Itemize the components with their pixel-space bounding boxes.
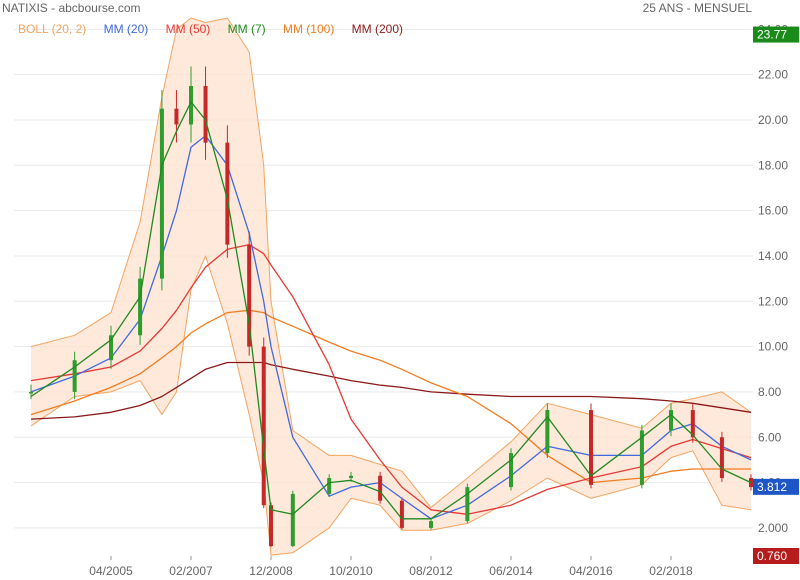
y-tick-label-4: 10.00: [758, 340, 788, 354]
bollinger-upper-line: [30, 17, 752, 508]
x-tick-label-3: 10/2010: [329, 564, 373, 578]
series-ma200: [30, 361, 752, 420]
legend-item-ma100: MM (100): [282, 22, 335, 36]
bollinger-lower-line: [30, 255, 752, 556]
price-bar-24: [690, 410, 695, 438]
price-bar-12: [290, 493, 295, 547]
price-bar-17: [429, 521, 433, 528]
price-bar-2: [109, 335, 113, 361]
legend-item-ma7: MM (7): [227, 22, 266, 36]
x-tick-label-6: 04/2016: [569, 564, 613, 578]
series-ma100: [30, 309, 751, 484]
x-tick-label-0: 04/2005: [89, 564, 133, 578]
price-flag-label-1: 3.812: [757, 480, 787, 494]
price-bar-4: [159, 108, 164, 279]
y-tick-label-7: 16.00: [758, 204, 788, 218]
y-tick-label-8: 18.00: [758, 158, 788, 172]
price-bar-9: [247, 244, 252, 347]
series-ma50: [30, 243, 752, 515]
chart-period: 25 ANS - MENSUEL: [642, 1, 752, 15]
y-tick-label-5: 12.00: [758, 294, 788, 308]
y-tick-label-10: 22.00: [758, 68, 788, 82]
price-bar-14: [349, 475, 353, 479]
y-tick-label-0: 2.000: [758, 521, 788, 535]
legend-item-ma50: MM (50): [165, 22, 211, 36]
price-bar-19: [509, 453, 513, 488]
price-bar-5: [174, 108, 179, 125]
price-bar-22: [639, 430, 644, 485]
price-bar-1: [72, 360, 77, 392]
y-tick-label-2: 6.00: [758, 430, 782, 444]
y-tick-label-6: 14.00: [758, 249, 788, 263]
price-bar-21: [589, 410, 593, 485]
price-bar-8: [225, 142, 230, 245]
x-tick-label-1: 02/2007: [169, 564, 213, 578]
price-bar-6: [189, 85, 193, 125]
price-bar-18: [465, 487, 470, 522]
price-bar-23: [669, 410, 673, 431]
price-bar-0: [29, 391, 33, 394]
x-tick-label-4: 08/2012: [409, 564, 453, 578]
price-bar-10: [261, 346, 266, 506]
price-bar-16: [399, 500, 404, 528]
price-flag-label-0: 23.77: [757, 28, 787, 42]
price-bar-11: [269, 505, 273, 547]
price-bar-7: [203, 85, 208, 143]
y-tick-label-3: 8.00: [758, 385, 782, 399]
x-tick-label-2: 12/2008: [249, 564, 293, 578]
price-flag-0: [753, 26, 799, 43]
price-bar-3: [138, 278, 143, 336]
chart-title: NATIXIS - abcbourse.com: [2, 1, 141, 15]
legend: BOLL (20, 2) MM (20) MM (50) MM (7) MM (…: [18, 22, 417, 36]
price-bar-13: [327, 478, 332, 494]
price-flag-1: [753, 478, 799, 495]
legend-item-ma20: MM (20): [103, 22, 149, 36]
y-tick-label-9: 20.00: [758, 113, 788, 127]
legend-item-boll: BOLL (20, 2): [18, 22, 87, 36]
price-bar-15: [378, 475, 383, 501]
price-flag-label-2: 0.760: [757, 549, 787, 563]
x-tick-label-5: 06/2014: [489, 564, 533, 578]
legend-item-ma200: MM (200): [351, 22, 404, 36]
series-ma7: [30, 101, 752, 520]
price-bar-25: [719, 437, 724, 479]
price-bar-20: [545, 410, 550, 454]
price-flag-2: [753, 548, 799, 564]
x-tick-label-7: 02/2018: [649, 564, 693, 578]
bollinger-band-fill: [31, 18, 751, 556]
